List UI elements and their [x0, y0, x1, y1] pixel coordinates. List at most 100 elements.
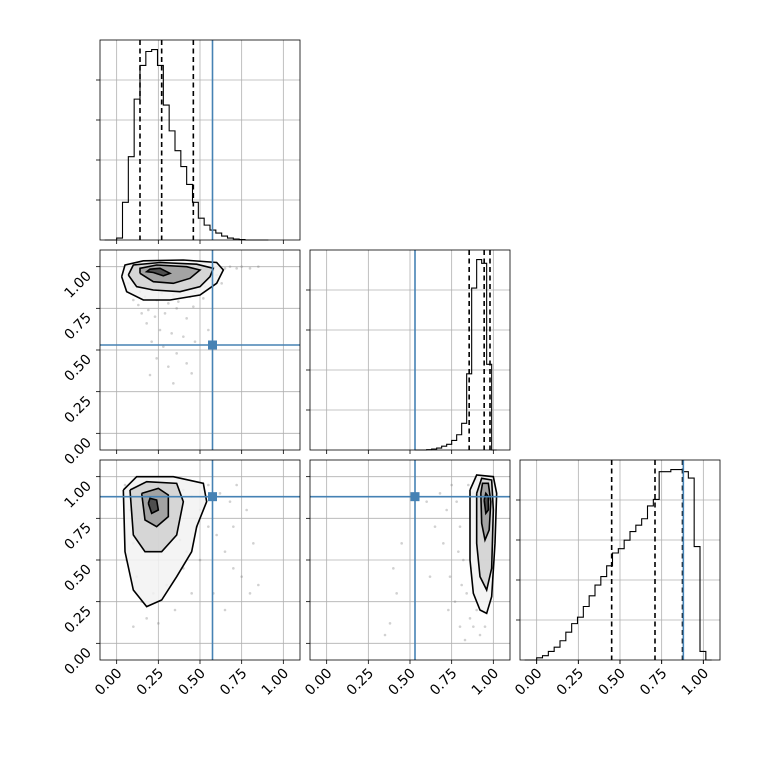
scatter-point — [383, 633, 387, 637]
y-tick-label: 0.00 — [61, 645, 94, 678]
scatter-point — [462, 558, 465, 562]
x-tick-label: 0.25 — [344, 666, 377, 699]
scatter-point — [147, 308, 150, 312]
scatter-point — [445, 508, 448, 512]
scatter-point — [193, 340, 197, 343]
scatter-point — [240, 265, 243, 268]
scatter-point — [207, 483, 210, 487]
y-tick-label: 1.00 — [61, 268, 94, 301]
x-tick-label: 1.00 — [469, 666, 502, 699]
scatter-point — [388, 622, 392, 625]
x-tick-label: 0.00 — [302, 666, 335, 699]
contour-line — [144, 267, 172, 277]
scatter-point — [425, 500, 428, 503]
scatter-point — [172, 382, 175, 385]
axes-frame — [309, 249, 511, 451]
scatter-point — [475, 608, 478, 612]
scatter-point — [447, 608, 450, 612]
x-tick-label: 0.75 — [217, 666, 250, 699]
scatter-point — [190, 372, 193, 375]
contour-line — [147, 497, 160, 515]
scatter-point — [153, 315, 157, 318]
x-tick-label: 0.75 — [427, 666, 460, 699]
scatter-point — [483, 625, 487, 628]
contour-line — [483, 491, 490, 516]
gridlines — [310, 250, 510, 450]
y-tick-label: 0.25 — [61, 393, 94, 426]
scatter-point — [223, 267, 227, 270]
scatter-point — [202, 297, 205, 300]
scatter-point — [248, 592, 252, 595]
scatter-point — [458, 625, 462, 628]
scatter-point — [468, 617, 472, 620]
x-tick-label: 0.50 — [175, 666, 208, 699]
scatter-point — [190, 592, 193, 595]
scatter-point — [433, 525, 437, 528]
scatter-point — [185, 362, 188, 365]
scatter-point — [465, 592, 468, 595]
y-tick-label: 0.50 — [61, 562, 94, 595]
y-tick-label: 0.00 — [61, 435, 94, 468]
histogram-step — [104, 48, 269, 241]
scatter-point — [220, 282, 223, 285]
scatter-point — [223, 550, 227, 553]
scatter-point — [453, 600, 457, 603]
x-tick-label: 0.50 — [595, 666, 628, 699]
scatter-point — [438, 492, 442, 495]
gridlines — [100, 40, 300, 240]
scatter-point — [215, 533, 218, 537]
x-tick-label: 0.00 — [512, 666, 545, 699]
x-tick-label: 0.75 — [637, 666, 670, 699]
x-tick-label: 1.00 — [679, 666, 712, 699]
scatter-point — [463, 638, 467, 642]
scatter-point — [123, 483, 127, 487]
x-tick-label: 0.25 — [134, 666, 167, 699]
scatter-point — [245, 508, 248, 512]
scatter-point — [472, 625, 475, 628]
scatter-point — [257, 265, 260, 268]
scatter-point — [395, 592, 398, 595]
scatter-point — [150, 340, 153, 343]
x-tick-label: 0.25 — [554, 666, 587, 699]
scatter-point — [392, 567, 395, 570]
scatter-point — [252, 542, 255, 545]
scatter-point — [175, 307, 178, 310]
scatter-point — [240, 575, 243, 578]
scatter-point — [467, 483, 470, 487]
histogram-panel-param-1 — [96, 39, 301, 244]
y-tick-label: 0.25 — [61, 603, 94, 636]
contour-line — [129, 480, 185, 553]
scatter-point — [185, 317, 188, 320]
scatter-point — [173, 608, 177, 612]
scatter-point — [428, 575, 432, 578]
scatter-point — [192, 305, 195, 308]
x-tick-label: 0.00 — [92, 666, 125, 699]
contour-line — [120, 259, 225, 301]
scatter-point — [155, 357, 158, 360]
scatter-point — [207, 328, 210, 332]
scatter-point — [167, 302, 170, 305]
scatter-point — [450, 483, 453, 487]
scatter-point — [198, 558, 202, 562]
histogram-panel-param-3: 0.00 0.25 0.50 0.75 1.00 — [512, 459, 721, 699]
scatter-point — [455, 500, 458, 503]
contour-line — [139, 264, 202, 285]
scatter-point — [207, 525, 210, 528]
scatter-point — [175, 352, 178, 355]
scatter-point — [228, 265, 232, 268]
scatter-point — [170, 332, 173, 335]
scatter-point — [182, 335, 185, 338]
truth-marker — [410, 492, 420, 502]
scatter-point — [232, 525, 235, 528]
scatter-point — [132, 625, 135, 628]
y-tick-label: 0.75 — [61, 310, 94, 343]
scatter-point — [162, 345, 165, 348]
scatter-point — [458, 525, 462, 528]
axes-frame — [99, 249, 301, 451]
scatter-point — [140, 312, 143, 315]
scatter-point — [478, 633, 482, 637]
scatter-point — [448, 575, 452, 578]
scatter-point — [157, 622, 160, 625]
scatter-point — [248, 267, 252, 270]
